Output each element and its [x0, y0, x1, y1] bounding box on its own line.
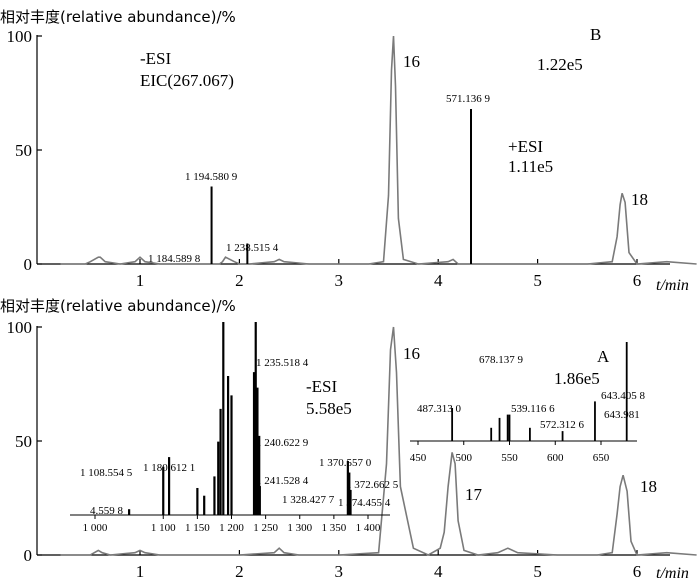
panel-b-xtick-label: 2 [235, 271, 244, 290]
inset-left-label-5: 1 240.622 9 [256, 437, 309, 449]
inset-left-tick-label: 1 100 [151, 522, 176, 534]
panel-b-eic-label: EIC(267.067) [140, 71, 234, 90]
panel-a-peak-18: 18 [640, 477, 657, 496]
inset-right-label-4: 572.312 6 [540, 419, 585, 431]
panel-b-inset-intensity: 1.11e5 [508, 157, 553, 176]
panel-a-xtick-label: 5 [533, 562, 542, 580]
inset-right-bars [451, 342, 628, 441]
panel-b-bar-label-3: 571.136 9 [446, 93, 491, 105]
inset-right-label-5: 643.405 8 [601, 390, 646, 402]
panel-b-ytick-label: 100 [7, 27, 33, 46]
panel-b-trace [60, 35, 697, 265]
panel-a-letter: A [597, 347, 610, 366]
panel-a-xtick-label: 3 [335, 562, 344, 580]
panel-a-mode-label: -ESI [306, 377, 338, 396]
panel-b-intensity: 1.22e5 [537, 55, 583, 74]
inset-left-tick-label: 1 250 [253, 522, 278, 534]
panel-b-xtick-label: 6 [633, 271, 642, 290]
panel-a-inset-left: 1 000 1 100 1 150 1 200 1 250 1 300 1 350 1 400… [70, 322, 399, 534]
panel-b-xtick-label: 4 [434, 271, 443, 290]
inset-right-tick-label: 550 [501, 452, 518, 464]
panel-b-xlabel: t/min [656, 277, 689, 294]
panel-b-inset-mode: +ESI [508, 137, 543, 156]
panel-b-peak-18: 18 [631, 190, 648, 209]
panel-a-xtick-label: 1 [136, 562, 145, 580]
inset-left-label-6: 1 241.528 4 [256, 475, 309, 487]
inset-left-bars [128, 322, 352, 515]
inset-left-ticks: 1 000 1 100 1 150 1 200 1 250 1 300 1 350 1 400 [83, 515, 381, 534]
panel-a-y-ticks: 0 50 100 [7, 318, 42, 565]
inset-left-tick-label: 1 200 [219, 522, 244, 534]
panel-a-ytick-label: 100 [7, 318, 33, 337]
panel-b-mode-label: -ESI [140, 49, 172, 68]
inset-left-label-3: 1 180.612 1 [143, 462, 195, 474]
panel-b-extra-label: 1 184.589 8 [148, 253, 201, 265]
inset-right-label-2: 487.313 0 [417, 403, 462, 415]
inset-right-tick-label: 500 [456, 452, 473, 464]
inset-right-label-3: 539.116 6 [511, 403, 555, 415]
panel-a-trace [60, 326, 697, 556]
inset-left-label-10: 1 374.455 4 [338, 497, 391, 509]
inset-left-tick-label: 1 000 [83, 522, 108, 534]
inset-right-tick-label: 450 [410, 452, 427, 464]
panel-b-ytick-label: 0 [24, 255, 33, 274]
panel-b: 相对丰度(relative abundance)/% 0 50 100 1 2 3 4 5 6… [0, 8, 697, 294]
inset-left-tick-label: 1 400 [356, 522, 381, 534]
inset-right-label-1: 678.137 9 [479, 354, 524, 366]
inset-left-tick-label: 1 300 [287, 522, 312, 534]
panel-a-peak-16: 16 [403, 344, 420, 363]
inset-right-tick-label: 600 [547, 452, 564, 464]
panel-b-xtick-label: 5 [533, 271, 542, 290]
panel-a: 相对丰度(relative abundance)/% 0 50 100 1 2 3 4 5 6… [0, 297, 697, 580]
panel-a-intensity: 1.86e5 [554, 369, 600, 388]
panel-b-xtick-label: 3 [335, 271, 344, 290]
inset-left-tick-label: 1 350 [322, 522, 347, 534]
panel-a-intensity-main: 5.58e5 [306, 399, 352, 418]
inset-left-tick-label: 1 150 [185, 522, 210, 534]
panel-a-xtick-label: 4 [434, 562, 443, 580]
panel-a-xtick-label: 6 [633, 562, 642, 580]
panel-b-xtick-label: 1 [136, 271, 145, 290]
panel-a-peak-17: 17 [465, 485, 483, 504]
inset-right-label-6: 643.981 [604, 409, 640, 421]
panel-a-xtick-label: 2 [235, 562, 244, 580]
panel-b-ylabel: 相对丰度(relative abundance)/% [0, 8, 236, 26]
panel-b-inset-bars [210, 108, 473, 264]
panel-a-inset-right: 450 500 550 600 650 678.137 9 487.313 0 539.… [410, 342, 646, 464]
panel-b-letter: B [590, 25, 601, 44]
inset-left-label-7: 1 328.427 7 [282, 494, 335, 506]
inset-right-tick-label: 650 [593, 452, 610, 464]
inset-left-label-8: 1 370.557 0 [319, 457, 372, 469]
panel-b-bar-label-2: 1 238.515 4 [226, 242, 279, 254]
inset-left-label-2: 1 108.554 5 [80, 467, 133, 479]
inset-left-label-4: 1 235.518 4 [256, 357, 309, 369]
panel-a-ytick-label: 50 [15, 432, 32, 451]
panel-b-bar-label-1: 1 194.580 9 [185, 171, 238, 183]
panel-b-ytick-label: 50 [15, 141, 32, 160]
panel-a-ylabel: 相对丰度(relative abundance)/% [0, 297, 236, 315]
panel-a-xlabel: t/min [656, 565, 689, 580]
inset-left-label-1: 4.559 8 [90, 505, 124, 517]
panel-b-y-ticks: 0 50 100 [7, 27, 42, 274]
panel-a-ytick-label: 0 [24, 546, 33, 565]
panel-b-peak-16: 16 [403, 52, 420, 71]
inset-left-label-9: 1 372.662 5 [346, 479, 399, 491]
inset-right-ticks: 450 500 550 600 650 [410, 441, 610, 464]
